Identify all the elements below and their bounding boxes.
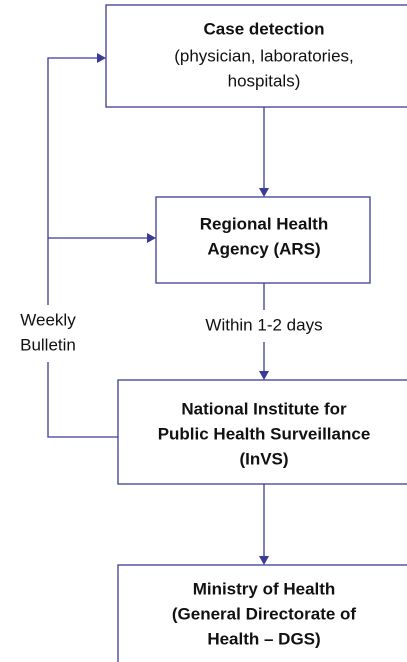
arrow-head [97,53,106,63]
node-title: (InVS) [239,449,288,468]
node-title: (General Directorate of [172,604,357,623]
node-title: Case detection [204,19,325,38]
arrow-head [259,556,269,565]
node-title: Regional Health [200,214,328,233]
arrow-head [259,371,269,380]
arrow-head [259,188,269,197]
node-box [117,379,407,485]
edge-label: Within 1-2 days [205,315,322,334]
feedback-line [47,362,118,438]
node-box [155,196,371,284]
feedback-line [47,57,99,305]
node-title: National Institute for [181,399,347,418]
arrow-head [147,233,156,243]
node-box [117,564,407,662]
node-box [105,4,407,108]
node-title: Public Health Surveillance [158,424,371,443]
node-title: Ministry of Health [193,579,336,598]
edge-label: Weekly [20,310,76,329]
node-title: Agency (ARS) [207,239,320,258]
node-title: Health – DGS) [207,629,320,648]
edge-label: Bulletin [20,335,76,354]
node-detail: (physician, laboratories, [174,46,354,65]
node-detail: hospitals) [228,71,301,90]
